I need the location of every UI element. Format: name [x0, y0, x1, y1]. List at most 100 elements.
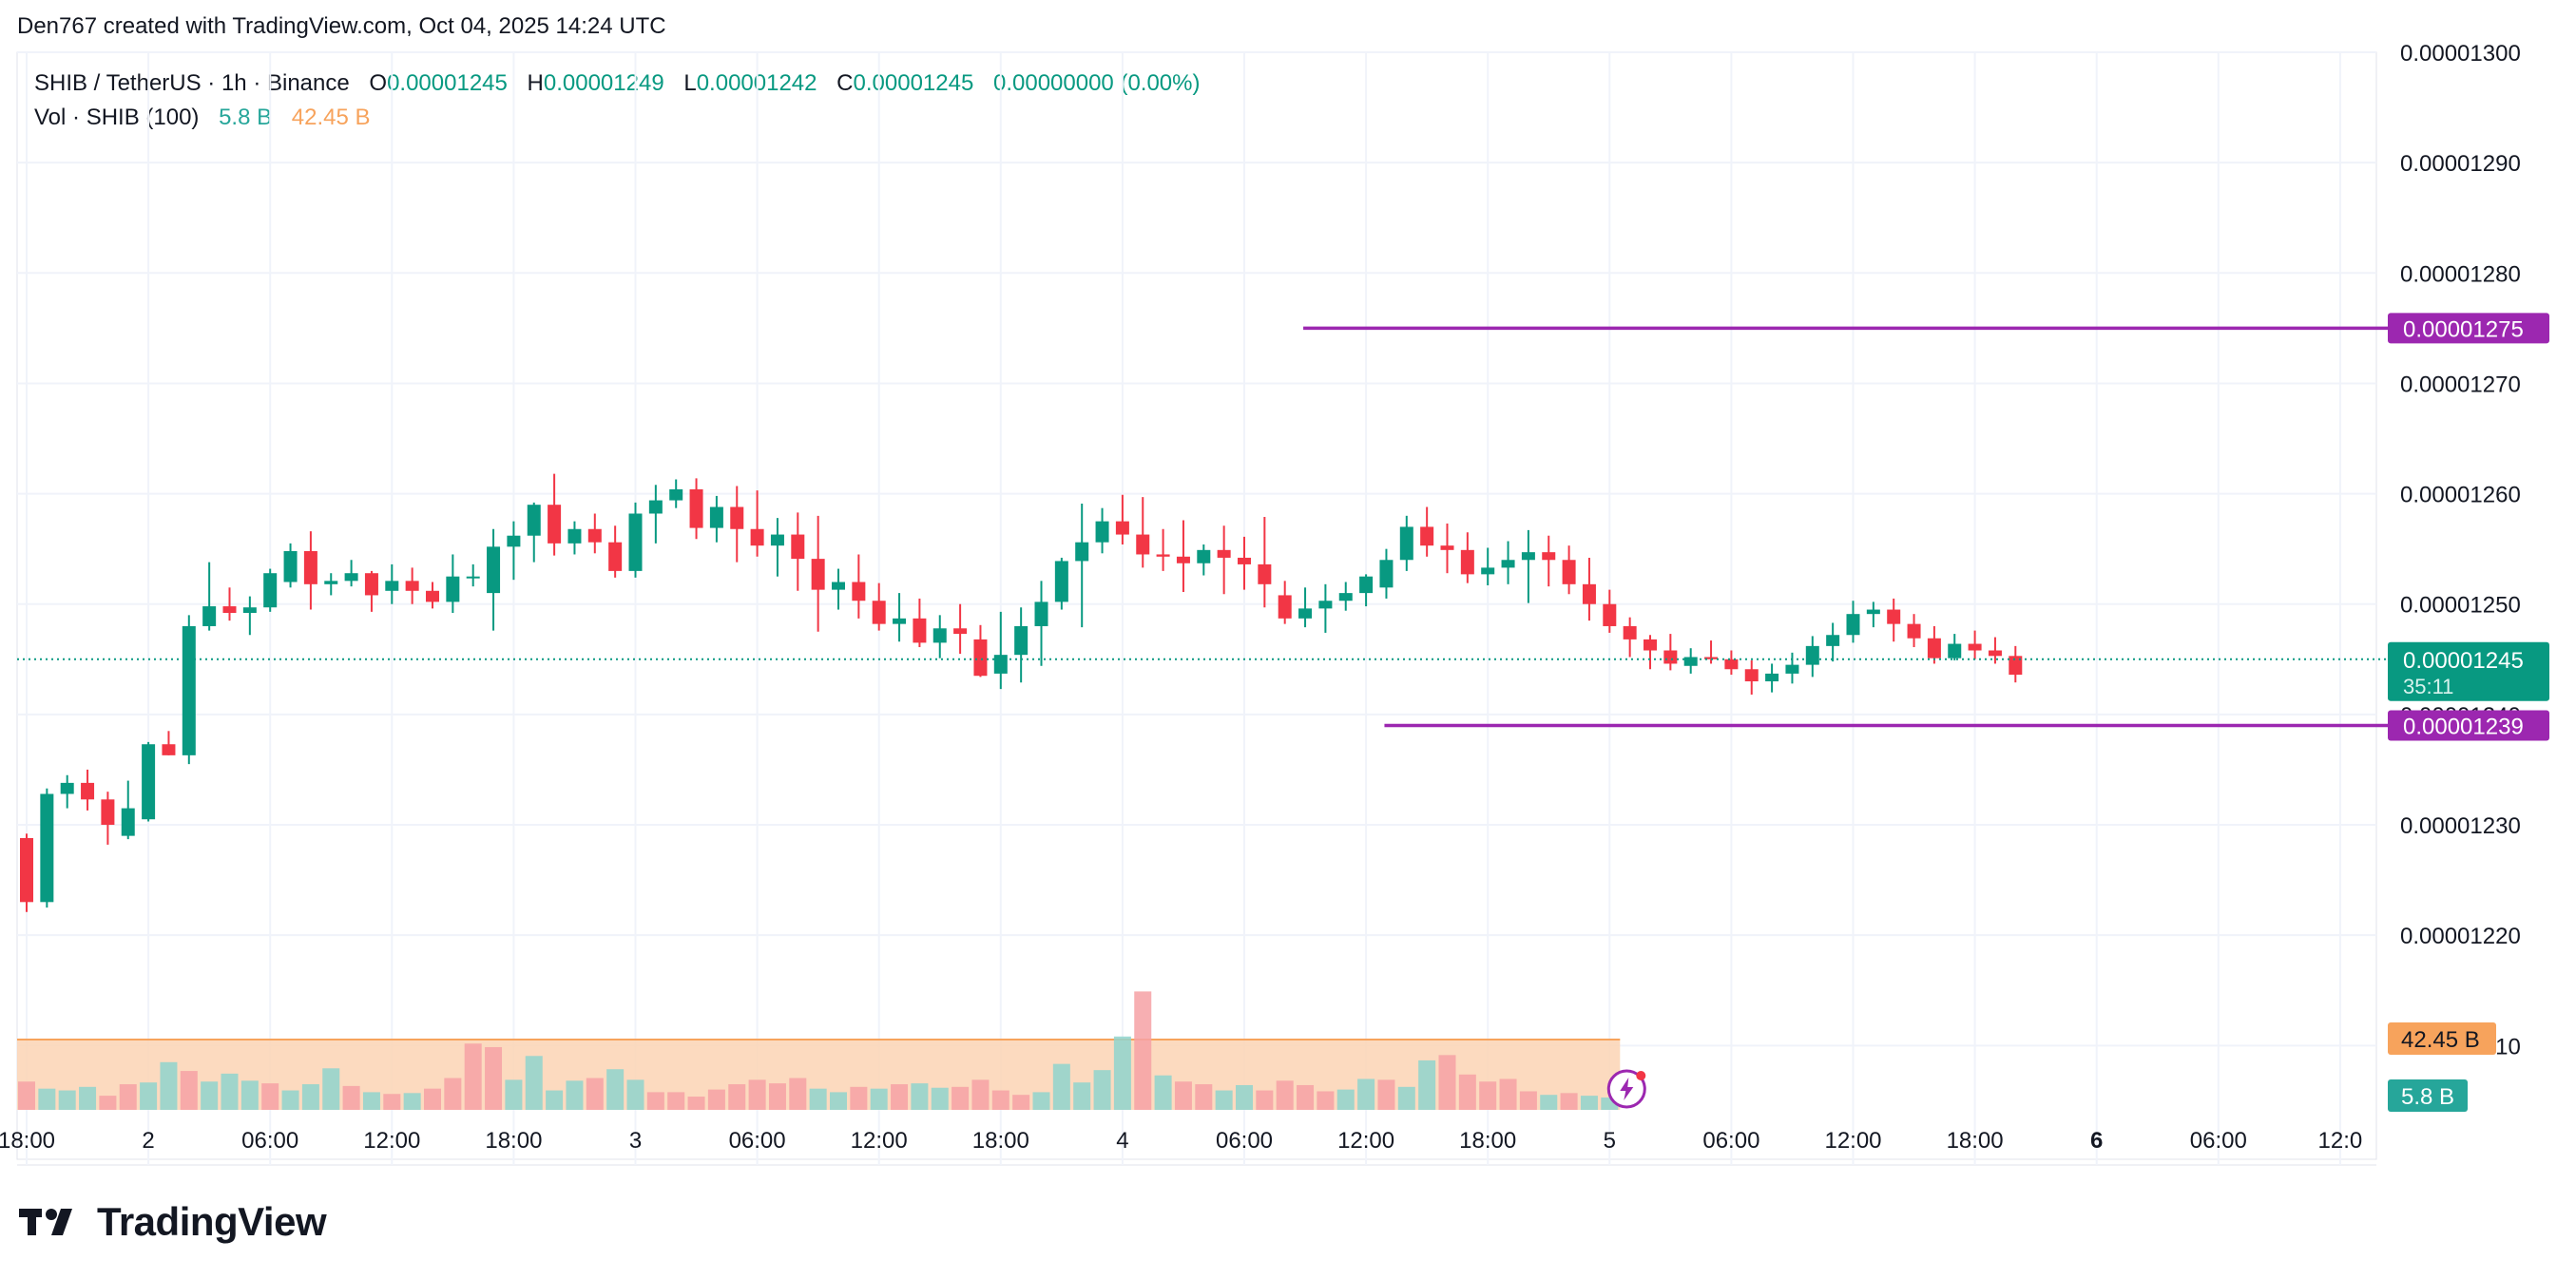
candle-body: [1744, 669, 1759, 682]
volume-bar: [1438, 1055, 1456, 1110]
candle-body: [832, 582, 845, 590]
volume-bar: [809, 1088, 827, 1110]
candle-body: [1338, 593, 1353, 601]
candle-body: [1826, 635, 1840, 646]
volume-bar: [850, 1086, 868, 1110]
volume-bar: [140, 1082, 158, 1110]
candle-body: [162, 744, 176, 755]
tradingview-logo-icon: [19, 1209, 72, 1235]
x-tick-label: 06:00: [241, 1128, 298, 1154]
candle-body: [1582, 583, 1596, 604]
volume-bar: [646, 1092, 664, 1110]
candle-body: [1115, 521, 1129, 535]
volume-bar: [362, 1092, 380, 1110]
y-tick-label: 0.00001230: [2400, 813, 2521, 839]
high-value: 0.00001249: [543, 70, 664, 96]
volume-bar: [911, 1083, 929, 1110]
volume-bar: [1499, 1079, 1517, 1110]
x-tick-label: 18:00: [1459, 1128, 1516, 1154]
volume-bar: [1113, 1036, 1131, 1110]
candle-body: [487, 546, 501, 594]
candle-body: [1176, 556, 1190, 563]
volume-bar: [180, 1071, 198, 1110]
tradingview-logo[interactable]: TradingView: [19, 1199, 327, 1245]
volume-bar: [1032, 1092, 1050, 1110]
candle-body: [913, 618, 927, 643]
candle-body: [993, 655, 1008, 674]
candle-body: [1704, 657, 1719, 659]
candle-body: [1136, 534, 1150, 555]
y-tick-label: 0.00001220: [2400, 924, 2521, 949]
volume-bar: [1256, 1090, 1274, 1110]
candle-body: [1846, 614, 1860, 636]
volume-bar: [891, 1084, 909, 1110]
volume-bar: [707, 1089, 725, 1110]
candle-body: [628, 513, 643, 571]
volume-bar: [1336, 1089, 1355, 1110]
x-tick-label: 12:00: [851, 1128, 908, 1154]
volume-bar: [1479, 1081, 1497, 1110]
volume-bar: [1580, 1096, 1598, 1110]
x-tick-label: 5: [1604, 1128, 1616, 1154]
volume-bar: [99, 1096, 117, 1110]
x-tick-label: 18:00: [0, 1128, 55, 1154]
candle-body: [1238, 557, 1251, 564]
volume-bar: [1052, 1063, 1070, 1110]
x-tick-label: 4: [1116, 1128, 1128, 1154]
x-tick-label: 18:00: [485, 1128, 542, 1154]
volume-bar: [281, 1090, 299, 1110]
volume-bar: [952, 1086, 970, 1110]
volume-bar: [789, 1078, 807, 1110]
volume-bar: [991, 1090, 1009, 1110]
volume-bar: [261, 1083, 279, 1110]
candle-body: [953, 628, 968, 635]
candle-body: [1623, 625, 1637, 640]
candle-body: [1603, 603, 1617, 626]
volume-bar: [221, 1073, 239, 1110]
candle-body: [648, 500, 663, 514]
candle-body: [587, 528, 602, 543]
candle-body: [81, 782, 95, 800]
volume-value: 5.8 B: [219, 105, 273, 130]
x-tick-label: 12:00: [363, 1128, 420, 1154]
candle-body: [1805, 645, 1819, 665]
candle-body: [20, 837, 33, 903]
volume-bar: [464, 1043, 482, 1110]
volume-bar: [525, 1056, 543, 1110]
candle-body: [324, 581, 338, 584]
candle-body: [770, 534, 784, 546]
candle-body: [1095, 521, 1109, 543]
candle-body: [548, 505, 562, 544]
candle-body: [283, 550, 298, 582]
volume-bar: [830, 1092, 847, 1110]
candle-body: [1785, 664, 1799, 674]
candle-body: [1217, 549, 1231, 558]
candle-body: [426, 590, 439, 602]
volume-bar: [931, 1087, 949, 1110]
candle-body: [791, 534, 805, 560]
level-price-label: 0.00001239: [2403, 714, 2524, 739]
level-price-tag: [2388, 710, 2549, 741]
candle-body: [608, 542, 623, 571]
notification-dot-icon: [1636, 1071, 1646, 1080]
logo-text: TradingView: [97, 1199, 327, 1244]
candle-body: [1562, 560, 1576, 584]
volume-bar: [1134, 991, 1152, 1110]
x-tick-label: 06:00: [729, 1128, 786, 1154]
symbol-label[interactable]: SHIB / TetherUS · 1h · Binance: [34, 70, 350, 96]
volume-bar: [322, 1068, 340, 1110]
x-tick-label: 06:00: [1702, 1128, 1759, 1154]
y-tick-label: 0.00001280: [2400, 261, 2521, 287]
volume-bar: [38, 1088, 56, 1110]
candle-body: [1887, 609, 1901, 624]
volume-label[interactable]: Vol · SHIB (100): [34, 105, 200, 130]
volume-bar: [1093, 1070, 1111, 1110]
volume-bar: [240, 1080, 259, 1110]
candle-body: [222, 606, 237, 614]
change-value: 0.00000000 (0.00%): [992, 70, 1201, 96]
volume-bar: [1317, 1091, 1335, 1110]
volume-ma-tag-label: 42.45 B: [2401, 1027, 2480, 1053]
open-value: 0.00001245: [387, 70, 508, 96]
candle-body: [1907, 623, 1921, 639]
